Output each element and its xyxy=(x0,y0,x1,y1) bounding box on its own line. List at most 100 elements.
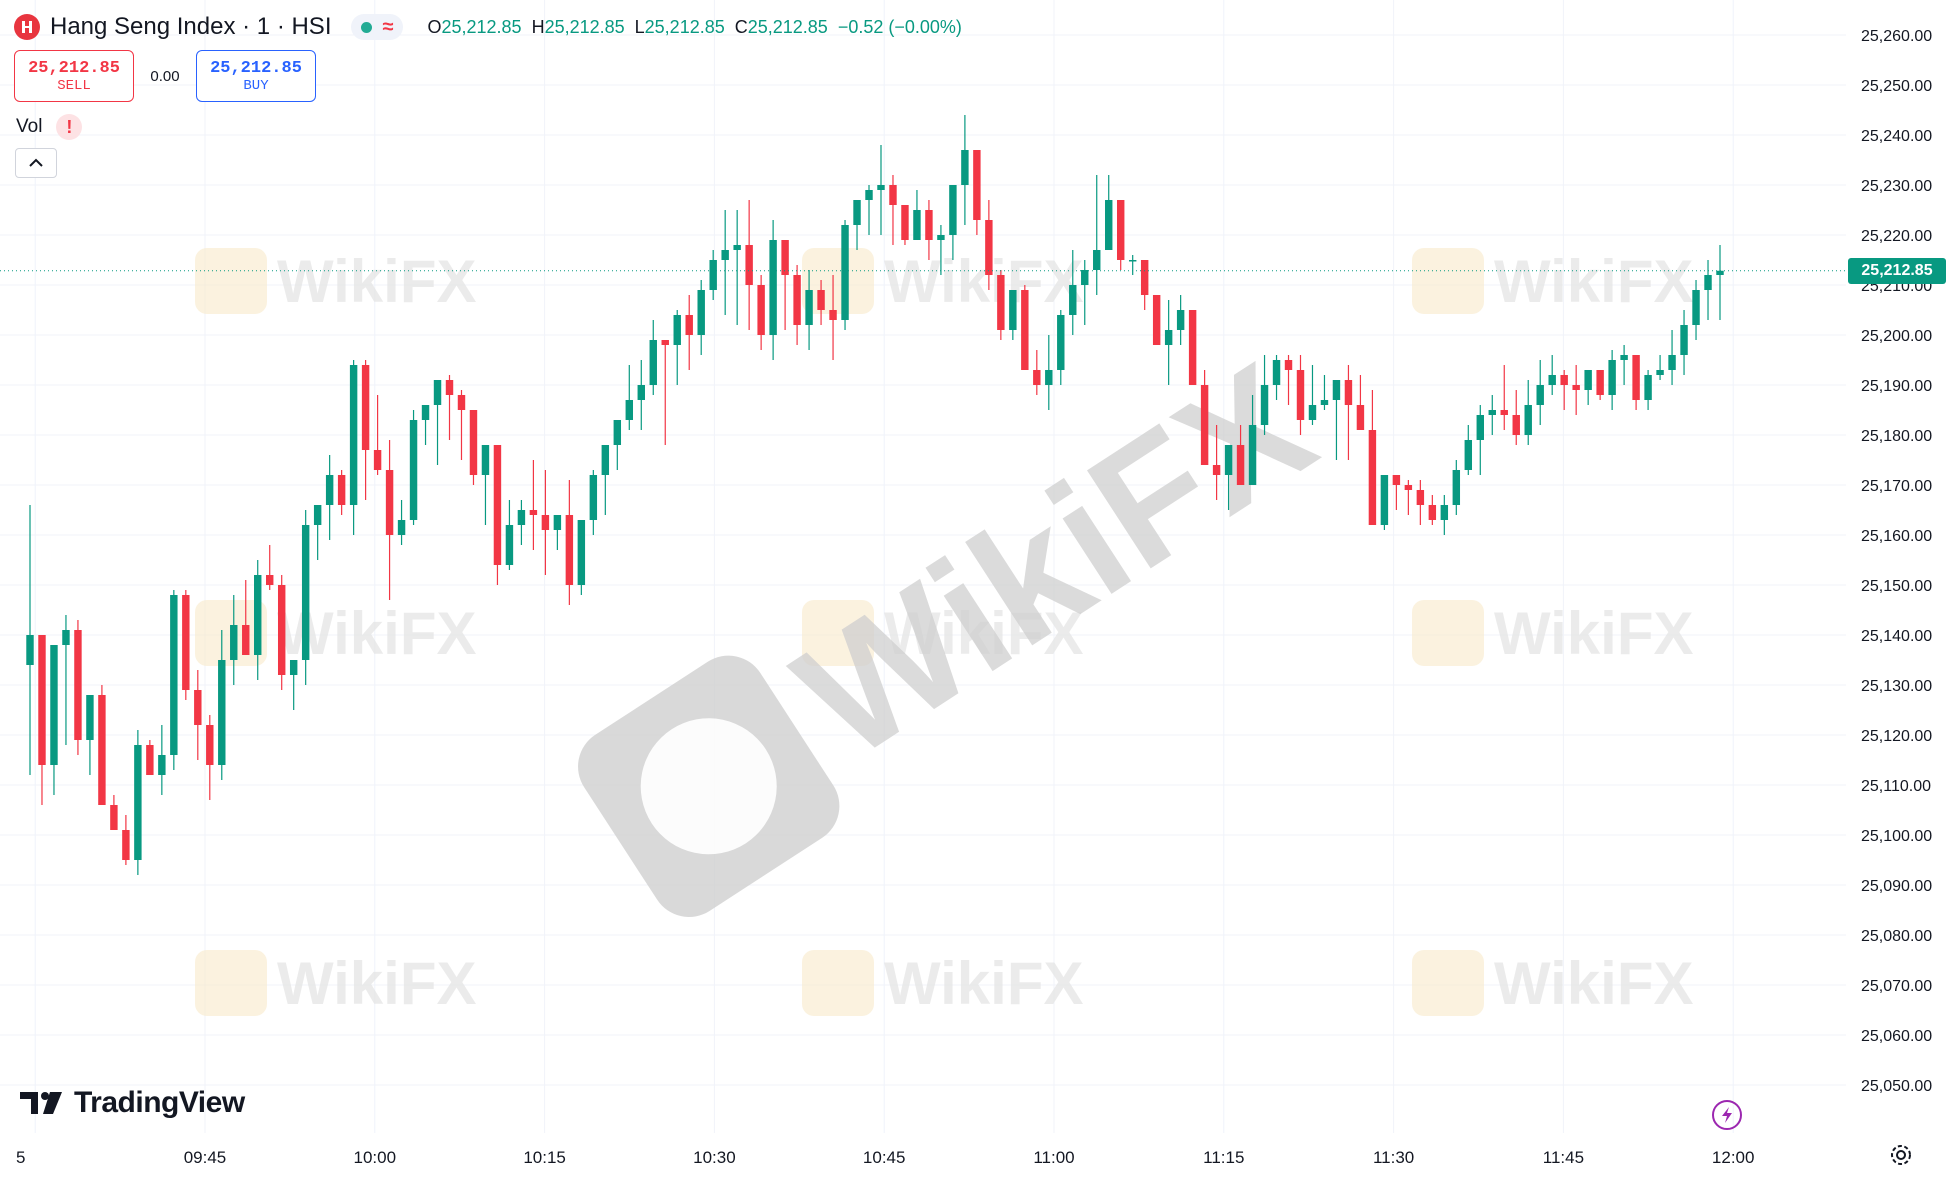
candle-body[interactable] xyxy=(38,635,46,765)
candle-body[interactable] xyxy=(1524,405,1532,435)
candle-body[interactable] xyxy=(601,445,610,475)
candle-body[interactable] xyxy=(1572,385,1580,390)
sell-button[interactable]: 25,212.85 SELL xyxy=(14,50,134,102)
candle-body[interactable] xyxy=(1128,260,1137,262)
candle-body[interactable] xyxy=(194,690,202,725)
candle-body[interactable] xyxy=(697,290,705,335)
candle-body[interactable] xyxy=(985,220,993,275)
candle-body[interactable] xyxy=(1608,360,1616,395)
candle-body[interactable] xyxy=(98,695,106,805)
candle-body[interactable] xyxy=(1105,200,1113,250)
candle-body[interactable] xyxy=(373,450,382,470)
candle-body[interactable] xyxy=(1284,360,1293,370)
candle-body[interactable] xyxy=(1440,505,1449,520)
candle-body[interactable] xyxy=(649,340,657,385)
candle-body[interactable] xyxy=(457,395,466,410)
candle-body[interactable] xyxy=(445,380,454,395)
candle-body[interactable] xyxy=(1512,415,1520,435)
candle-body[interactable] xyxy=(1716,270,1724,275)
symbol-title[interactable]: Hang Seng Index · 1 · HSI xyxy=(50,13,332,40)
lightning-button[interactable] xyxy=(1712,1100,1742,1130)
candle-body[interactable] xyxy=(1212,465,1221,475)
candle-body[interactable] xyxy=(1692,290,1700,325)
candle-body[interactable] xyxy=(1656,370,1664,375)
candle-body[interactable] xyxy=(589,475,598,520)
candle-body[interactable] xyxy=(1081,270,1089,285)
candle-body[interactable] xyxy=(757,285,765,335)
candle-body[interactable] xyxy=(313,505,322,525)
candle-body[interactable] xyxy=(1069,285,1077,315)
candle-body[interactable] xyxy=(50,645,58,765)
candle-body[interactable] xyxy=(349,365,358,505)
candle-body[interactable] xyxy=(829,310,837,320)
candle-body[interactable] xyxy=(1200,385,1209,465)
candle-body[interactable] xyxy=(1560,375,1568,385)
candle-body[interactable] xyxy=(182,595,190,690)
candle-body[interactable] xyxy=(1548,375,1556,385)
candle-body[interactable] xyxy=(529,510,538,515)
candle-body[interactable] xyxy=(1164,330,1173,345)
tradingview-brand[interactable]: TradingView xyxy=(20,1086,245,1120)
candle-body[interactable] xyxy=(889,185,897,205)
candle-body[interactable] xyxy=(433,380,442,405)
candle-body[interactable] xyxy=(733,245,741,250)
candle-body[interactable] xyxy=(1116,200,1125,260)
candle-body[interactable] xyxy=(1416,490,1425,505)
candle-body[interactable] xyxy=(1632,355,1640,400)
settings-gear-icon[interactable] xyxy=(1888,1142,1914,1168)
candle-body[interactable] xyxy=(937,235,945,240)
candle-body[interactable] xyxy=(1596,370,1604,395)
volume-indicator[interactable]: Vol ! xyxy=(16,114,83,140)
candle-body[interactable] xyxy=(769,240,777,335)
candle-body[interactable] xyxy=(122,830,130,860)
candle-body[interactable] xyxy=(1033,370,1041,385)
candle-body[interactable] xyxy=(1308,405,1317,420)
candle-body[interactable] xyxy=(1176,310,1185,330)
candle-body[interactable] xyxy=(242,625,250,655)
candle-body[interactable] xyxy=(1620,355,1628,360)
candle-body[interactable] xyxy=(86,695,94,740)
candle-body[interactable] xyxy=(625,400,634,420)
candle-body[interactable] xyxy=(1356,405,1365,430)
candle-body[interactable] xyxy=(1404,485,1413,490)
candle-body[interactable] xyxy=(170,595,178,755)
candle-body[interactable] xyxy=(397,520,406,535)
candle-body[interactable] xyxy=(1644,375,1652,400)
candle-body[interactable] xyxy=(973,150,981,220)
candle-body[interactable] xyxy=(541,515,550,530)
candle-body[interactable] xyxy=(553,515,562,530)
candle-body[interactable] xyxy=(865,190,873,200)
candle-body[interactable] xyxy=(1152,295,1161,345)
candle-body[interactable] xyxy=(26,635,34,665)
buy-button[interactable]: 25,212.85 BUY xyxy=(196,50,316,102)
candle-body[interactable] xyxy=(1380,475,1389,525)
candle-body[interactable] xyxy=(1140,260,1149,295)
candle-body[interactable] xyxy=(1488,410,1496,415)
candle-body[interactable] xyxy=(146,745,154,775)
candle-body[interactable] xyxy=(134,745,142,860)
candle-body[interactable] xyxy=(1332,380,1341,400)
candle-body[interactable] xyxy=(637,385,645,400)
candle-body[interactable] xyxy=(709,260,717,290)
candle-body[interactable] xyxy=(218,660,226,765)
candle-body[interactable] xyxy=(517,510,526,525)
candle-body[interactable] xyxy=(505,525,514,565)
candle-body[interactable] xyxy=(1236,445,1245,485)
candle-body[interactable] xyxy=(961,150,969,185)
candle-body[interactable] xyxy=(266,575,274,585)
candle-body[interactable] xyxy=(1045,370,1053,385)
candle-body[interactable] xyxy=(1584,370,1592,390)
candle-body[interactable] xyxy=(805,290,813,325)
candle-body[interactable] xyxy=(673,315,681,345)
candle-body[interactable] xyxy=(1704,275,1712,290)
candle-body[interactable] xyxy=(1392,475,1401,485)
candle-body[interactable] xyxy=(409,420,418,520)
market-status[interactable]: ≈ xyxy=(351,14,404,40)
collapse-legend-button[interactable] xyxy=(15,148,57,178)
candle-body[interactable] xyxy=(1224,445,1233,475)
candle-body[interactable] xyxy=(577,520,586,585)
candle-body[interactable] xyxy=(661,340,669,345)
candle-body[interactable] xyxy=(1009,290,1017,330)
candle-body[interactable] xyxy=(337,475,346,505)
